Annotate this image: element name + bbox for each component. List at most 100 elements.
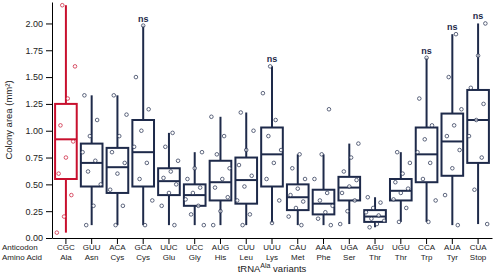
point [474, 118, 478, 122]
amino-acid-label: Phe [316, 253, 331, 262]
point [274, 118, 278, 122]
point [66, 97, 70, 101]
box [390, 179, 412, 200]
amino-acid-label: Ala [60, 253, 72, 262]
point [55, 231, 59, 235]
point [469, 86, 473, 90]
point [397, 220, 401, 224]
row-label: Amino Acid [2, 253, 42, 262]
anticodon-label: ACA [109, 243, 126, 252]
y-tick: 1.50 [25, 72, 52, 82]
box-group [184, 150, 206, 227]
point [92, 204, 96, 208]
anticodon-label: UUU [263, 243, 281, 252]
y-axis: 0.000.250.500.751.001.251.501.752.00 [25, 3, 52, 244]
point [116, 172, 120, 176]
box [184, 184, 206, 205]
amino-acid-label: Trp [421, 253, 433, 262]
box-group [390, 150, 412, 223]
y-tick: 0.50 [25, 180, 52, 190]
y-tick-label: 0.50 [25, 180, 43, 190]
point [86, 170, 90, 174]
box-group [210, 115, 232, 227]
y-tick-mark [46, 211, 52, 212]
anticodon-label: CCA [418, 243, 436, 252]
point [59, 124, 63, 128]
box-group [55, 3, 77, 234]
point [325, 191, 329, 195]
y-tick-mark [46, 131, 52, 132]
point [191, 191, 195, 195]
point [277, 199, 281, 203]
point [70, 193, 74, 197]
point [370, 217, 374, 221]
point [261, 91, 265, 95]
point [117, 134, 121, 138]
point [114, 223, 118, 227]
point [71, 140, 75, 144]
point [416, 150, 420, 154]
anticodon-label: GCA [135, 243, 153, 252]
point [272, 161, 276, 165]
box [416, 128, 438, 183]
box [364, 210, 386, 222]
whisker [297, 154, 299, 225]
amino-acid-label: Thr [369, 253, 381, 262]
y-tick: 0.00 [25, 233, 52, 243]
point [150, 199, 154, 203]
median [261, 153, 283, 155]
box-group [235, 111, 257, 227]
y-tick-label: 1.25 [25, 99, 43, 109]
point [169, 170, 173, 174]
annotation: ns [473, 11, 484, 21]
point [460, 107, 464, 111]
annotation: ns [138, 14, 149, 24]
point [347, 185, 351, 189]
anticodon-label: UGA [341, 243, 359, 252]
point [145, 161, 149, 165]
point [60, 3, 64, 7]
box-group [287, 153, 309, 227]
point [138, 177, 142, 181]
x-axis-title: tRNAAla variants [238, 262, 307, 274]
point [406, 187, 410, 191]
point [176, 159, 180, 163]
point [417, 97, 421, 101]
y-tick-mark [46, 238, 52, 239]
median [235, 179, 257, 181]
point [239, 111, 243, 115]
box-group [442, 32, 464, 227]
box-group [416, 56, 438, 224]
y-tick-mark [46, 77, 52, 78]
point [81, 150, 85, 154]
point [338, 222, 342, 226]
point [364, 210, 368, 214]
y-tick-mark [46, 184, 52, 185]
point [445, 134, 449, 138]
point [267, 134, 271, 138]
point [428, 161, 432, 165]
y-tick-mark [46, 158, 52, 159]
point [379, 201, 383, 205]
point [287, 215, 291, 219]
point [484, 22, 488, 26]
point [268, 65, 272, 69]
point [108, 188, 112, 192]
y-tick-label: 0.00 [25, 233, 43, 243]
amino-acid-label: Glu [163, 253, 175, 262]
point [226, 195, 230, 199]
y-tick-mark [46, 50, 52, 51]
x-axis-title-part: tRNA [238, 263, 261, 274]
point [451, 166, 455, 170]
median [81, 162, 103, 164]
point [250, 174, 254, 178]
point [456, 223, 460, 227]
point [237, 163, 241, 167]
y-axis-line [52, 3, 53, 239]
point [228, 166, 232, 170]
anticodon-label: UUC [160, 243, 178, 252]
point [123, 161, 127, 165]
point [434, 199, 438, 203]
y-tick: 1.25 [25, 99, 52, 109]
y-axis-title: Colony area (mm²) [3, 80, 14, 159]
